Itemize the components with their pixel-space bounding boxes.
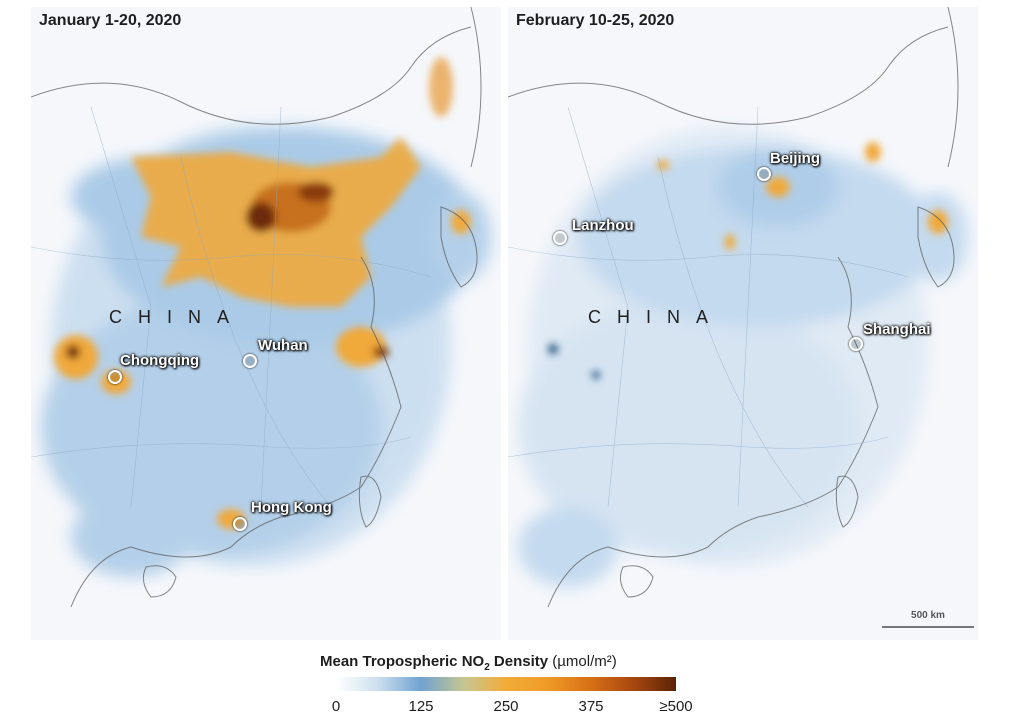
legend-title-rest: Density (489, 653, 549, 670)
panel-title-february: February 10-25, 2020 (516, 12, 675, 29)
legend-tick-250: 250 (493, 698, 519, 715)
city-label-chongqing: Chongqing (120, 352, 200, 369)
legend-tick-125: 125 (408, 698, 434, 715)
city-label-lanzhou: Lanzhou (572, 217, 634, 234)
scale-bar-label: 500 km (911, 610, 945, 621)
legend-color-bar (336, 677, 676, 691)
city-marker-beijing (757, 167, 771, 181)
panel-title-january: January 1-20, 2020 (39, 12, 182, 29)
legend-tick-375: 375 (578, 698, 604, 715)
city-label-shanghai: Shanghai (863, 321, 931, 338)
city-label-wuhan: Wuhan (258, 337, 308, 354)
country-label-china: CHINA (588, 307, 725, 327)
legend-tick-0: 0 (331, 698, 341, 715)
map-panel-january: January 1-20, 2020 CHINA Chongqing Wuhan… (31, 7, 501, 640)
city-marker-shanghai (849, 337, 863, 351)
legend-title-main: Mean Tropospheric NO (320, 653, 485, 670)
scale-bar: 500 km (882, 610, 974, 630)
city-label-hong-kong: Hong Kong (251, 499, 332, 516)
legend-title-subscript: 2 (484, 662, 490, 673)
city-marker-lanzhou (553, 231, 567, 245)
city-label-beijing: Beijing (770, 150, 821, 167)
legend-tick-500: ≥500 (659, 698, 693, 715)
scale-bar-line (882, 626, 974, 628)
no2-map-january (31, 7, 501, 640)
no2-map-february (508, 7, 978, 640)
city-marker-wuhan (243, 354, 257, 368)
legend-units: (µmol/m²) (552, 653, 617, 670)
city-marker-chongqing (108, 370, 122, 384)
map-panel-february: February 10-25, 2020 CHINA Beijing Lanzh… (508, 7, 978, 640)
country-label-china: CHINA (109, 307, 246, 327)
legend-title: Mean Tropospheric NO2 Density (µmol/m²) (320, 653, 700, 673)
city-marker-hong-kong (233, 517, 247, 531)
